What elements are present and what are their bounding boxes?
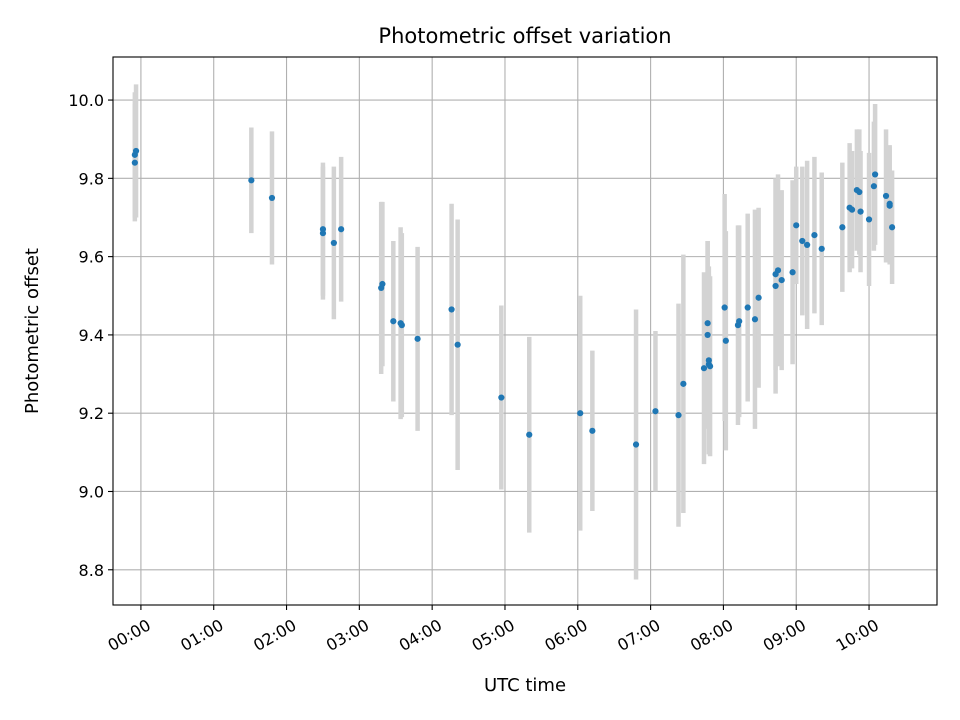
x-axis-label: UTC time	[484, 675, 566, 696]
data-point	[755, 294, 762, 301]
data-point	[774, 267, 782, 274]
data-point	[704, 331, 711, 339]
data-point	[526, 431, 533, 438]
data-point	[448, 306, 455, 313]
data-point	[330, 239, 337, 247]
data-point	[454, 341, 461, 348]
data-point	[778, 277, 785, 284]
y-tick-label: 9.6	[79, 248, 104, 267]
y-axis: 8.8 9.0 9.2 9.4 9.6 9.8 10.0	[68, 91, 113, 580]
data-point	[675, 412, 682, 419]
y-tick-label: 9.2	[79, 404, 104, 423]
data-point	[704, 320, 711, 327]
data-point	[319, 226, 327, 233]
data-point	[870, 183, 877, 190]
data-point	[414, 335, 421, 342]
data-point	[379, 280, 386, 288]
data-point	[722, 337, 729, 344]
data-point	[772, 282, 779, 290]
y-tick-label: 9.0	[79, 482, 104, 501]
data-point	[818, 245, 825, 252]
data-point	[577, 410, 584, 417]
data-point	[498, 394, 505, 401]
data-point	[839, 224, 846, 231]
data-point	[872, 171, 879, 178]
data-point	[398, 322, 405, 329]
y-tick-label: 9.8	[79, 169, 104, 188]
data-point	[744, 304, 751, 311]
data-point	[248, 177, 255, 184]
grid	[113, 57, 937, 605]
data-point	[882, 192, 890, 200]
y-tick-label: 10.0	[68, 91, 104, 110]
data-point	[632, 441, 640, 448]
plot-frame	[112, 56, 938, 606]
data-point	[736, 318, 743, 325]
y-tick-label: 8.8	[79, 561, 104, 580]
data-point	[804, 241, 811, 248]
data-point	[793, 222, 800, 229]
data-point	[268, 194, 276, 202]
data-point	[700, 365, 708, 372]
data-point	[789, 269, 796, 276]
data-point	[848, 206, 856, 213]
data-point	[132, 147, 140, 155]
data-point	[652, 408, 659, 415]
data-point	[811, 232, 818, 239]
chart-title: Photometric offset variation	[378, 24, 671, 48]
data-point	[338, 226, 345, 233]
data-point	[751, 316, 759, 323]
y-tick-label: 9.4	[79, 326, 104, 345]
data-point	[886, 202, 893, 209]
data-point	[865, 216, 873, 223]
data-point	[390, 318, 397, 325]
data-point	[589, 427, 596, 434]
y-axis-label: Photometric offset	[22, 248, 43, 414]
data-point	[706, 363, 714, 370]
data-point	[721, 304, 728, 311]
data-point	[856, 188, 863, 196]
data-point	[131, 159, 138, 166]
data-point	[799, 237, 806, 245]
data-point	[857, 208, 864, 215]
data-points	[131, 147, 896, 448]
data-point	[680, 380, 687, 387]
data-point	[888, 224, 896, 231]
